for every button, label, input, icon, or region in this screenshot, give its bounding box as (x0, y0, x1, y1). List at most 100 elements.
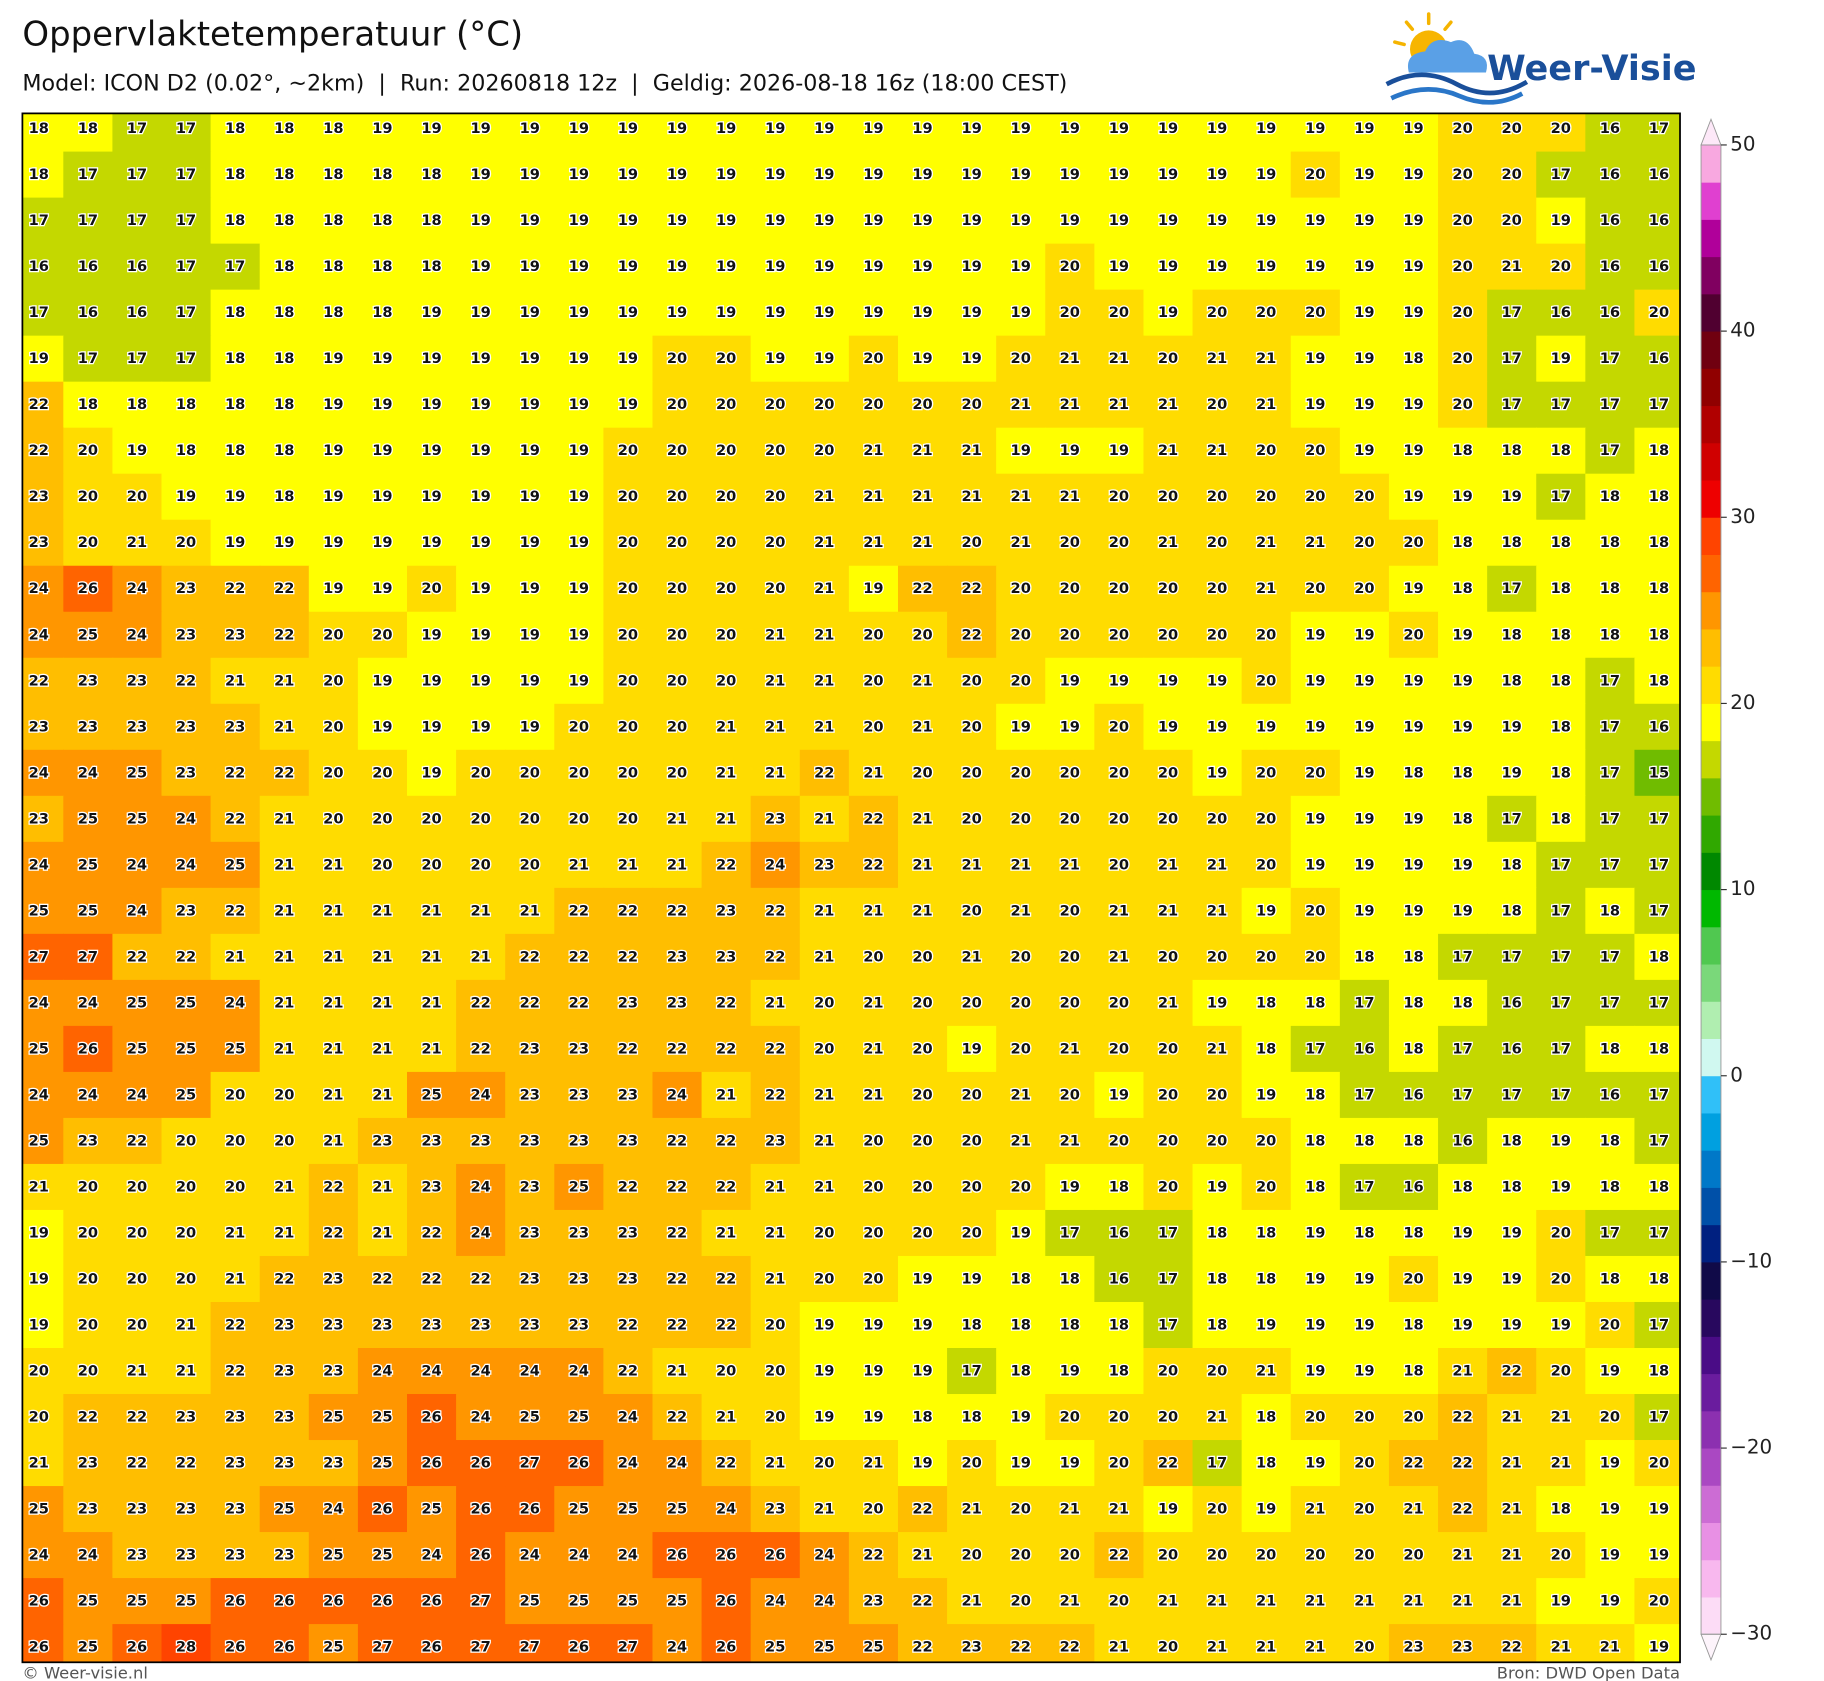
temperature-label: 22 (29, 672, 49, 689)
temperature-label: 19 (863, 120, 883, 137)
temperature-label: 20 (912, 1178, 932, 1195)
temperature-cell (1388, 1163, 1439, 1211)
temperature-label: 20 (716, 534, 736, 551)
temperature-label: 24 (569, 1363, 589, 1380)
temperature-label: 20 (716, 350, 736, 367)
temperature-label: 20 (1403, 1409, 1423, 1426)
temperature-label: 21 (716, 718, 736, 735)
temperature-cell (652, 841, 703, 889)
temperature-label: 21 (961, 948, 981, 965)
temperature-cell (1585, 1301, 1636, 1349)
temperature-label: 22 (1060, 1639, 1080, 1656)
temperature-cell (161, 1255, 212, 1303)
temperature-label: 21 (912, 442, 932, 459)
temperature-cell (1536, 289, 1587, 337)
temperature-label: 17 (1502, 350, 1522, 367)
title: Oppervlaktetemperatuur (°C) (22, 15, 523, 54)
temperature-cell (1045, 197, 1096, 245)
temperature-label: 20 (863, 396, 883, 413)
temperature-cell (63, 1347, 114, 1395)
temperature-cell (357, 1578, 408, 1625)
temperature-label: 16 (1502, 1040, 1522, 1057)
temperature-cell (1143, 565, 1194, 613)
temperature-cell (996, 565, 1046, 613)
temperature-cell (1438, 1163, 1488, 1211)
temperature-cell (505, 1071, 555, 1119)
temperature-label: 21 (814, 1178, 834, 1195)
temperature-cell (22, 749, 65, 797)
temperature-label: 20 (470, 810, 490, 827)
temperature-label: 20 (1011, 1040, 1031, 1057)
temperature-cell (1388, 1117, 1439, 1165)
temperature-cell (1634, 611, 1681, 659)
temperature-label: 22 (912, 1501, 932, 1518)
temperature-label: 22 (716, 1316, 736, 1333)
colorbar-band (1701, 554, 1721, 593)
temperature-label: 18 (274, 212, 294, 229)
temperature-cell (750, 1532, 801, 1579)
temperature-cell (652, 703, 703, 751)
temperature-cell (357, 1532, 408, 1579)
temperature-label: 21 (667, 810, 687, 827)
temperature-cell (701, 243, 752, 291)
temperature-cell (505, 197, 555, 245)
temperature-cell (750, 979, 801, 1027)
temperature-label: 17 (1551, 902, 1571, 919)
temperature-label: 25 (667, 1593, 687, 1610)
colorbar-tick-label: 0 (1730, 1063, 1743, 1086)
temperature-cell (1536, 243, 1587, 291)
temperature-cell (1438, 979, 1488, 1027)
temperature-cell (456, 1578, 506, 1625)
temperature-label: 20 (618, 764, 638, 781)
temperature-cell (1536, 795, 1587, 843)
temperature-label: 20 (961, 672, 981, 689)
temperature-cell (406, 841, 457, 889)
temperature-cell (848, 1209, 899, 1257)
temperature-cell (210, 933, 261, 981)
temperature-label: 19 (1305, 258, 1325, 275)
temperature-label: 16 (1649, 258, 1669, 275)
temperature-label: 24 (78, 764, 98, 781)
temperature-label: 24 (765, 856, 785, 873)
temperature-cell (1241, 381, 1292, 429)
temperature-label: 20 (961, 764, 981, 781)
temperature-label: 23 (78, 718, 98, 735)
temperature-label: 20 (961, 718, 981, 735)
temperature-cell (750, 1624, 801, 1663)
temperature-label: 21 (1256, 580, 1276, 597)
temperature-label: 20 (1207, 1501, 1227, 1518)
temperature-cell (848, 1025, 899, 1073)
temperature-cell (1290, 427, 1341, 475)
temperature-label: 19 (1011, 120, 1031, 137)
temperature-label: 23 (520, 1086, 540, 1103)
temperature-cell (897, 1301, 948, 1349)
temperature-label: 22 (716, 1455, 736, 1472)
temperature-label: 19 (1403, 718, 1423, 735)
temperature-cell (1192, 381, 1243, 429)
temperature-cell (1045, 841, 1096, 889)
temperature-cell (1143, 979, 1194, 1027)
temperature-cell (996, 1071, 1046, 1119)
temperature-cell (848, 1440, 899, 1487)
temperature-label: 22 (618, 1316, 638, 1333)
temperature-label: 19 (520, 442, 540, 459)
temperature-cell (63, 933, 114, 981)
temperature-label: 21 (863, 902, 883, 919)
temperature-label: 21 (765, 672, 785, 689)
temperature-cell (22, 243, 65, 291)
temperature-label: 21 (1600, 1639, 1620, 1656)
temperature-cell (1634, 979, 1681, 1027)
temperature-cell (22, 335, 65, 383)
temperature-label: 20 (29, 1409, 49, 1426)
temperature-label: 18 (1551, 626, 1571, 643)
temperature-cell (652, 1394, 703, 1441)
temperature-label: 20 (814, 396, 834, 413)
temperature-label: 18 (1649, 1178, 1669, 1195)
temperature-label: 24 (127, 626, 147, 643)
temperature-cell (947, 795, 997, 843)
temperature-label: 20 (1502, 120, 1522, 137)
temperature-cell (161, 1117, 212, 1165)
temperature-cell (1634, 151, 1681, 199)
temperature-cell (1634, 289, 1681, 337)
temperature-cell (1388, 1394, 1439, 1441)
